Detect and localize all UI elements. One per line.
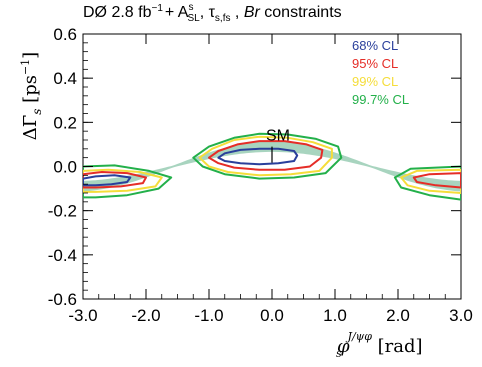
- contour-99_7-cl-1: [83, 164, 173, 199]
- x-tick-label: -2.0: [131, 306, 160, 325]
- contour-95-cl-2: [412, 172, 461, 189]
- contour-68-cl-0: [217, 147, 299, 166]
- contour-99_7-cl-0: [192, 132, 343, 180]
- svg-text:ΔΓs [ps−1]: ΔΓs [ps−1]: [19, 52, 44, 140]
- y-tick-label: 0.4: [53, 69, 77, 88]
- y-tick-label: 0.0: [53, 158, 77, 177]
- x-tick-label: -1.0: [194, 306, 223, 325]
- contour-95-cl-0: [208, 140, 324, 171]
- x-tick-label: 1.0: [323, 306, 347, 325]
- x-tick-label: 0.0: [260, 306, 284, 325]
- y-tick-label: 0.6: [53, 25, 77, 44]
- legend-entry: 99.7% CL: [352, 92, 409, 107]
- contour-99-cl-0: [198, 135, 333, 177]
- x-tick-label: -3.0: [68, 306, 97, 325]
- contour-68-cl-1: [83, 174, 132, 187]
- legend-entry: 95% CL: [352, 56, 398, 71]
- contour-99-cl-2: [400, 168, 461, 194]
- plot-frame: [82, 33, 462, 300]
- y-tick-label: 0.2: [53, 113, 77, 132]
- x-tick-label: 3.0: [449, 306, 473, 325]
- chart-title: DØ 2.8 fb−1 + As SL, τs,fs , Br constraint…: [83, 2, 342, 24]
- y-axis-label: ΔΓs [ps−1]: [19, 52, 44, 140]
- contour-99_7-cl-2: [393, 165, 461, 201]
- y-tick-label: -0.4: [48, 246, 77, 265]
- contour-95-cl-1: [83, 171, 147, 189]
- y-tick-label: -0.2: [48, 202, 77, 221]
- y-tick-label: -0.6: [48, 290, 77, 309]
- legend: 68% CL 95% CL 99% CL 99.7% CL: [352, 38, 409, 107]
- sm-annotation: SM: [266, 128, 290, 145]
- contour-group: [83, 132, 461, 201]
- legend-entry: 68% CL: [352, 38, 398, 53]
- axes: -3.0 -2.0 -1.0 0.0 1.0 2.0 3.0 -0.6 -0.4 -0.2 0.0 0…: [48, 25, 473, 325]
- x-tick-label: 2.0: [386, 306, 410, 325]
- legend-entry: 99% CL: [352, 74, 398, 89]
- x-axis-label: φJ/ψφ s [rad]: [336, 330, 423, 360]
- contour-99-cl-1: [83, 168, 163, 193]
